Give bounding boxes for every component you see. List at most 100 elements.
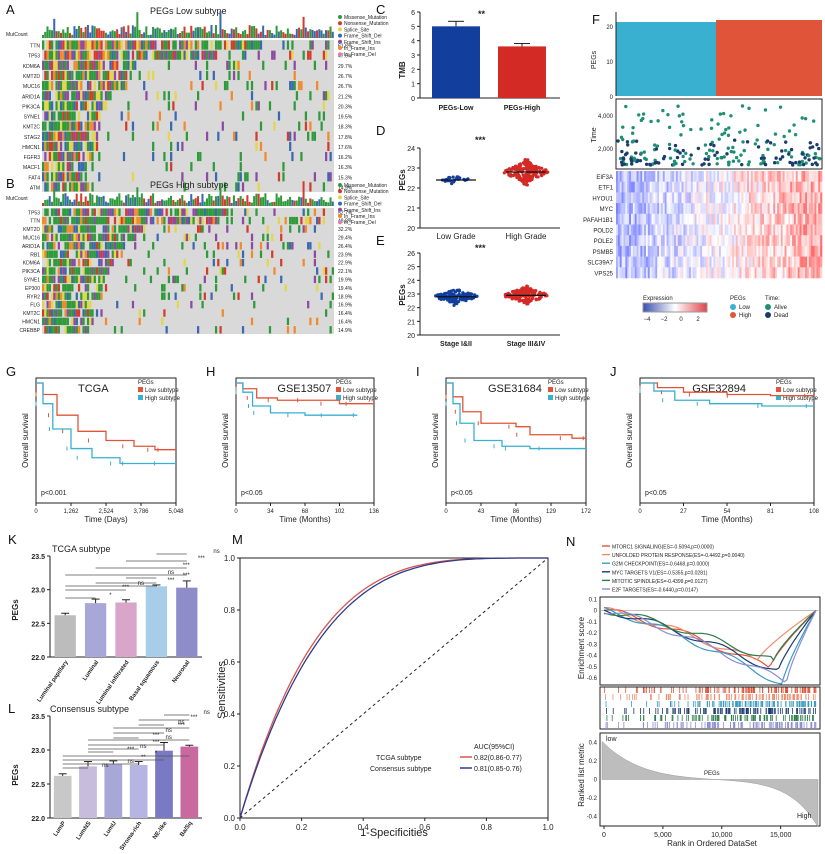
heat-cell — [750, 181, 754, 193]
mutation-cell — [145, 40, 148, 50]
mutation-cell — [89, 250, 92, 258]
mutation-cell — [181, 50, 184, 60]
mutation-cell — [129, 60, 132, 70]
mutcount-bar — [253, 196, 256, 206]
mutation-cell — [91, 141, 94, 151]
mutation-cell — [170, 162, 173, 172]
mutation-cell — [86, 250, 90, 258]
heat-cell — [760, 267, 763, 279]
km-x-tick-label: 172 — [581, 509, 592, 515]
mutation-cell — [75, 101, 78, 111]
mutcount-bar — [145, 26, 148, 38]
mutation-cell — [86, 81, 90, 91]
heat-cell — [784, 203, 787, 215]
mutation-cell — [116, 208, 119, 216]
km-legend-title: PEGs — [336, 380, 352, 386]
mutation-cell — [77, 250, 81, 258]
mutation-cell — [48, 250, 51, 258]
mutation-cell — [50, 151, 54, 162]
heat-cell — [747, 192, 750, 204]
mutation-cell — [302, 258, 305, 267]
data-point — [514, 297, 518, 301]
mutation-cell — [134, 216, 137, 225]
mutcount-bar — [244, 29, 247, 38]
mutation-cell — [93, 225, 96, 233]
heat-cell — [707, 245, 710, 257]
mutcount-bar — [176, 33, 179, 38]
mutation-cell — [262, 60, 265, 70]
top-y-tick: 0 — [610, 95, 614, 101]
heat-cell — [797, 267, 800, 279]
panel-label-e: E — [376, 233, 385, 248]
time-point — [726, 146, 730, 150]
heat-cell — [750, 267, 754, 279]
heat-cell — [762, 171, 765, 182]
heat-cell — [803, 224, 806, 236]
heat-cell — [726, 181, 729, 193]
time-point — [787, 129, 792, 133]
mutation-cell — [138, 50, 141, 60]
mutation-cell — [309, 121, 312, 131]
mutation-cell — [163, 151, 166, 162]
mutation-cell — [53, 141, 56, 151]
gene-label: FAT4 — [28, 175, 40, 181]
heat-cell — [644, 267, 647, 279]
mutation-cell — [62, 151, 65, 162]
heat-cell — [807, 203, 810, 215]
heat-cell — [623, 181, 626, 193]
mutation-cell — [104, 70, 108, 81]
mutation-cell — [80, 141, 83, 151]
mutation-cell — [118, 216, 121, 225]
mutation-cell — [293, 216, 296, 225]
panel-m-legend-consensus-name: Consensus subtype — [370, 766, 432, 773]
heat-cell — [670, 181, 673, 193]
heat-cell — [644, 192, 647, 204]
heat-cell — [752, 235, 755, 247]
mutation-cell — [104, 284, 108, 292]
mutation-cell — [143, 50, 146, 60]
time-point — [780, 149, 784, 153]
heat-cell — [790, 224, 793, 236]
mutation-cell — [68, 141, 72, 151]
mutcount-bar — [219, 183, 222, 206]
heat-cell — [625, 245, 628, 257]
mutation-cell — [125, 216, 128, 225]
heat-cell — [630, 245, 634, 257]
mutation-cell — [82, 267, 85, 275]
mutation-cell — [313, 258, 317, 267]
mutation-cell — [86, 267, 90, 275]
heat-cell — [651, 203, 654, 215]
mutation-cell — [255, 141, 258, 151]
time-point — [797, 160, 802, 164]
mutation-cell — [64, 172, 67, 182]
heat-cell — [816, 171, 819, 182]
gene-label: KMT2D — [23, 227, 40, 233]
mutation-cell — [64, 267, 67, 275]
mutation-cell — [66, 121, 69, 131]
mutation-cell — [80, 172, 83, 182]
mutation-cell — [64, 121, 67, 131]
mutation-cell — [77, 121, 81, 131]
heat-cell — [634, 181, 637, 193]
mutation-cell — [302, 225, 305, 233]
heat-cell — [792, 192, 795, 204]
mutcount-bar — [262, 25, 265, 38]
mutation-cell — [188, 216, 191, 225]
km-legend-high: High subtype — [783, 396, 819, 402]
heat-cell — [638, 267, 641, 279]
mutation-cell — [48, 40, 51, 50]
time-point — [625, 140, 630, 144]
significance-label: *** — [127, 747, 135, 753]
mutation-cell — [98, 81, 101, 91]
mutation-cell — [208, 50, 211, 60]
mutation-cell — [205, 208, 209, 216]
mutation-cell — [46, 292, 49, 300]
heat-cell — [808, 224, 812, 236]
mutation-cell — [46, 60, 49, 70]
mutation-cell — [64, 216, 67, 225]
mutation-cell — [309, 50, 312, 60]
mutation-cell — [44, 250, 47, 258]
heat-cell — [672, 224, 675, 236]
mutation-cell — [327, 172, 330, 182]
time-point — [673, 143, 678, 148]
